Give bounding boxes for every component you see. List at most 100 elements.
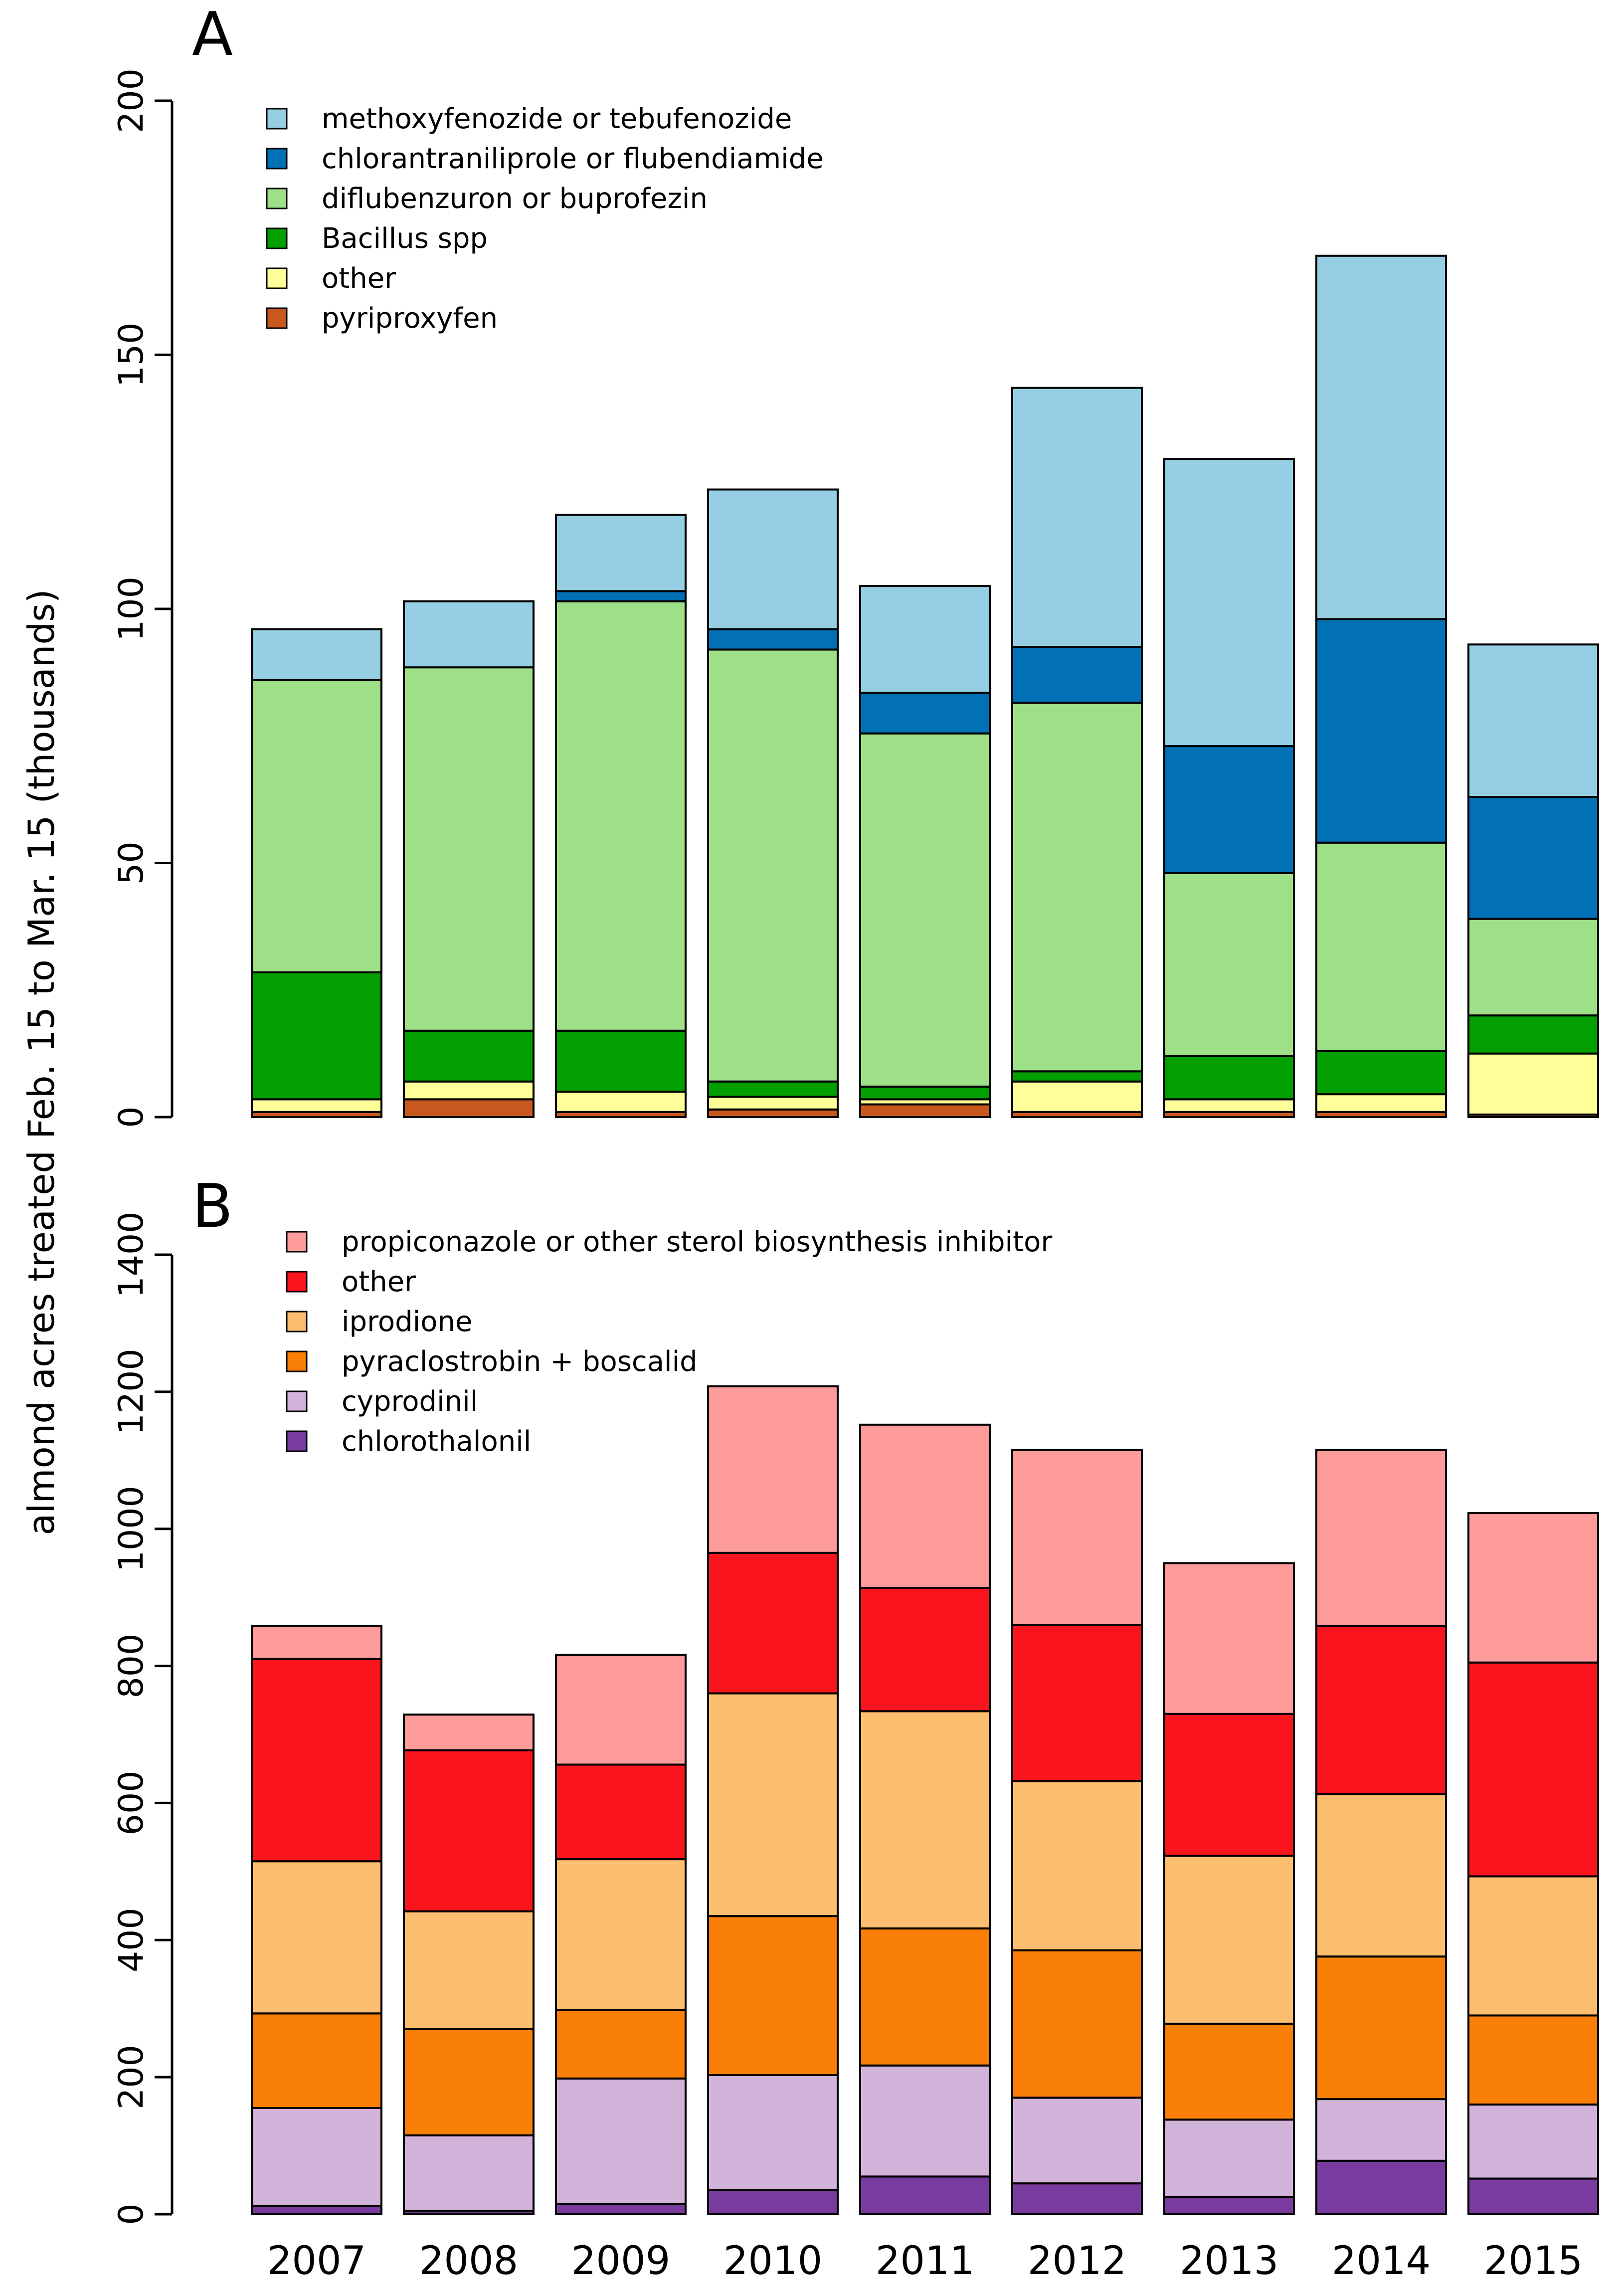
panel-b-y-ticks: 0 200 400 600 800 1000 1200 1400 [112, 1211, 172, 2225]
panel-b-legend-swatch-other [286, 1271, 308, 1293]
panel-b-bar-2015-propiconazole-or-other-sterol-biosynthesis-inhibitor [1467, 1512, 1599, 1664]
panel-a-bar-2010-bacillus-spp [707, 1080, 839, 1098]
panel-b-bar-2009-chlorothalonil [555, 2203, 687, 2216]
panel-b-bar-2008-pyraclostrobin-boscalid [403, 2028, 535, 2136]
panel-b-bar-2011-pyraclostrobin-boscalid [859, 1927, 991, 2067]
panel-a-bar-2014-bacillus-spp [1315, 1050, 1447, 1096]
x-tick-label-2015: 2015 [1484, 2239, 1583, 2284]
panel-a-legend-label-bacillus-spp: Bacillus spp [322, 222, 488, 255]
panel-a-legend-label-chlorantraniliprole-or-flubendiamide: chlorantraniliprole or flubendiamide [322, 143, 824, 175]
panel-b-y-tick-label: 0 [112, 2203, 151, 2225]
panel-b-bar-2011-chlorothalonil [859, 2175, 991, 2215]
panel-a-legend-swatch-bacillus-spp [266, 227, 288, 249]
panel-a-legend-swatch-chlorantraniliprole-or-flubendiamide [266, 148, 288, 170]
panel-b-bar-2015-other [1467, 1661, 1599, 1878]
panel-a-bar-2008-pyriproxyfen [403, 1098, 535, 1118]
panel-b-bar-2011-cyprodinil [859, 2064, 991, 2178]
panel-a-bar-2011-chlorantraniliprole-or-flubendiamide [859, 692, 991, 735]
panel-b-bar-2013-propiconazole-or-other-sterol-biosynthesis-inhibitor [1163, 1562, 1295, 1715]
panel-a-bar-2009-methoxyfenozide-or-tebufenozide [555, 514, 687, 592]
panel-b-bar-2015-cyprodinil [1467, 2104, 1599, 2180]
panel-b-bar-2007-iprodione [251, 1860, 382, 2015]
panel-b-y-tick-label: 600 [112, 1771, 151, 1836]
panel-a-legend-swatch-methoxyfenozide-or-tebufenozide [266, 108, 288, 130]
panel-b-bar-2010-pyraclostrobin-boscalid [707, 1915, 839, 2077]
panel-a-bar-2014-chlorantraniliprole-or-flubendiamide [1315, 618, 1447, 844]
panel-b-legend-label-cyprodinil: cyprodinil [342, 1385, 478, 1418]
panel-b-bar-2010-chlorothalonil [707, 2189, 839, 2215]
panel-a-bar-2010-chlorantraniliprole-or-flubendiamide [707, 628, 839, 651]
panel-a-legend-swatch-pyriproxyfen [266, 307, 288, 329]
panel-a-legend-swatch-diflubenzuron-or-buprofezin [266, 188, 288, 209]
panel-a-bar-2008-diflubenzuron-or-buprofezin [403, 666, 535, 1032]
panel-b-legend-swatch-cyprodinil [286, 1390, 308, 1412]
panel-a-bar-2012-methoxyfenozide-or-tebufenozide [1011, 386, 1143, 648]
panel-a-bar-2010-other [707, 1096, 839, 1111]
panel-a-bar-2007-diflubenzuron-or-buprofezin [251, 679, 382, 973]
panel-b-bar-2010-other [707, 1551, 839, 1695]
panel-a-bar-2011-bacillus-spp [859, 1085, 991, 1101]
panel-a-bar-2014-other [1315, 1093, 1447, 1113]
panel-b-bar-2008-other [403, 1749, 535, 1913]
x-tick-label-2007: 2007 [267, 2239, 366, 2284]
panel-a-bar-2013-diflubenzuron-or-buprofezin [1163, 872, 1295, 1057]
panel-b-bar-2011-other [859, 1586, 991, 1713]
panel-a-bar-2008-other [403, 1080, 535, 1101]
panel-a-bars [251, 254, 1599, 1119]
panel-a: A 0 50 100 150 200 methoxyfenozide or tebufe… [112, 0, 1599, 1128]
panel-a-bar-2010-diflubenzuron-or-buprofezin [707, 648, 839, 1083]
panel-a-y-ticks: 0 50 100 150 200 [112, 68, 172, 1128]
panel-b-legend-swatch-chlorothalonil [286, 1430, 308, 1452]
panel-b-legend-label-chlorothalonil: chlorothalonil [342, 1425, 531, 1458]
panel-b-bar-2012-chlorothalonil [1011, 2182, 1143, 2216]
panel-b-bar-2012-pyraclostrobin-boscalid [1011, 1949, 1143, 2099]
panel-a-bar-2012-bacillus-spp [1011, 1070, 1143, 1083]
panel-b-legend-label-pyraclostrobin-boscalid: pyraclostrobin + boscalid [342, 1345, 698, 1378]
panel-a-y-tick-label: 0 [112, 1106, 151, 1128]
panel-b-bar-2008-cyprodinil [403, 2134, 535, 2212]
panel-b-bar-2010-propiconazole-or-other-sterol-biosynthesis-inhibitor [707, 1385, 839, 1554]
panel-b-bar-2011-propiconazole-or-other-sterol-biosynthesis-inhibitor [859, 1423, 991, 1589]
panel-b: B 0 200 400 600 800 1000 1200 1400 propiconazol… [112, 1172, 1599, 2225]
panel-b-bar-2013-chlorothalonil [1163, 2196, 1295, 2216]
panel-a-bar-2009-other [555, 1091, 687, 1113]
panel-b-legend-swatch-propiconazole-or-other-sterol-biosynthesis-inhibitor [286, 1231, 308, 1253]
panel-b-y-tick-label: 1200 [112, 1348, 151, 1435]
x-tick-label-2014: 2014 [1332, 2239, 1431, 2284]
x-tick-label-2013: 2013 [1180, 2239, 1279, 2284]
panel-b-y-tick-label: 1000 [112, 1486, 151, 1572]
panel-a-bar-2012-diflubenzuron-or-buprofezin [1011, 702, 1143, 1073]
panel-b-bar-2014-other [1315, 1625, 1447, 1795]
panel-a-legend-label-other: other [322, 262, 396, 295]
panel-b-bar-2009-other [555, 1763, 687, 1861]
panel-b-bar-2012-cyprodinil [1011, 2097, 1143, 2185]
panel-b-bar-2013-pyraclostrobin-boscalid [1163, 2022, 1295, 2121]
panel-a-bar-2015-methoxyfenozide-or-tebufenozide [1467, 643, 1599, 798]
panel-a-legend-swatch-other [266, 267, 288, 289]
panel-a-bar-2009-chlorantraniliprole-or-flubendiamide [555, 590, 687, 602]
panel-b-bar-2015-pyraclostrobin-boscalid [1467, 2014, 1599, 2106]
panel-a-legend-label-diflubenzuron-or-buprofezin: diflubenzuron or buprofezin [322, 183, 708, 215]
panel-b-bar-2007-propiconazole-or-other-sterol-biosynthesis-inhibitor [251, 1625, 382, 1660]
panel-a-bar-2007-bacillus-spp [251, 971, 382, 1101]
panel-b-bar-2011-iprodione [859, 1710, 991, 1929]
panel-b-legend-swatch-pyraclostrobin-boscalid [286, 1350, 308, 1372]
panel-b-legend: propiconazole or other sterol biosynthes… [286, 1226, 1053, 1458]
panel-b-letter: B [192, 1172, 233, 1241]
panel-a-legend: methoxyfenozide or tebufenozide chlorantr… [266, 103, 824, 335]
panel-b-y-tick-label: 200 [112, 2045, 151, 2109]
panel-b-bar-2014-cyprodinil [1315, 2098, 1447, 2162]
panel-b-bar-2014-iprodione [1315, 1793, 1447, 1958]
x-axis-year-labels: 2007 2008 2009 2010 2011 2012 2013 2014 2015 [267, 2239, 1583, 2284]
panel-b-bar-2014-chlorothalonil [1315, 2159, 1447, 2215]
panel-a-bar-2008-methoxyfenozide-or-tebufenozide [403, 600, 535, 669]
panel-a-bar-2014-methoxyfenozide-or-tebufenozide [1315, 254, 1447, 620]
panel-a-bar-2013-methoxyfenozide-or-tebufenozide [1163, 458, 1295, 748]
panel-b-bar-2015-chlorothalonil [1467, 2177, 1599, 2215]
panel-a-legend-label-pyriproxyfen: pyriproxyfen [322, 302, 498, 335]
panel-a-bar-2011-pyriproxyfen [859, 1103, 991, 1118]
panel-a-bar-2009-bacillus-spp [555, 1029, 687, 1093]
x-tick-label-2012: 2012 [1028, 2239, 1127, 2284]
panel-b-bar-2012-propiconazole-or-other-sterol-biosynthesis-inhibitor [1011, 1449, 1143, 1626]
panel-a-bar-2015-diflubenzuron-or-buprofezin [1467, 918, 1599, 1017]
